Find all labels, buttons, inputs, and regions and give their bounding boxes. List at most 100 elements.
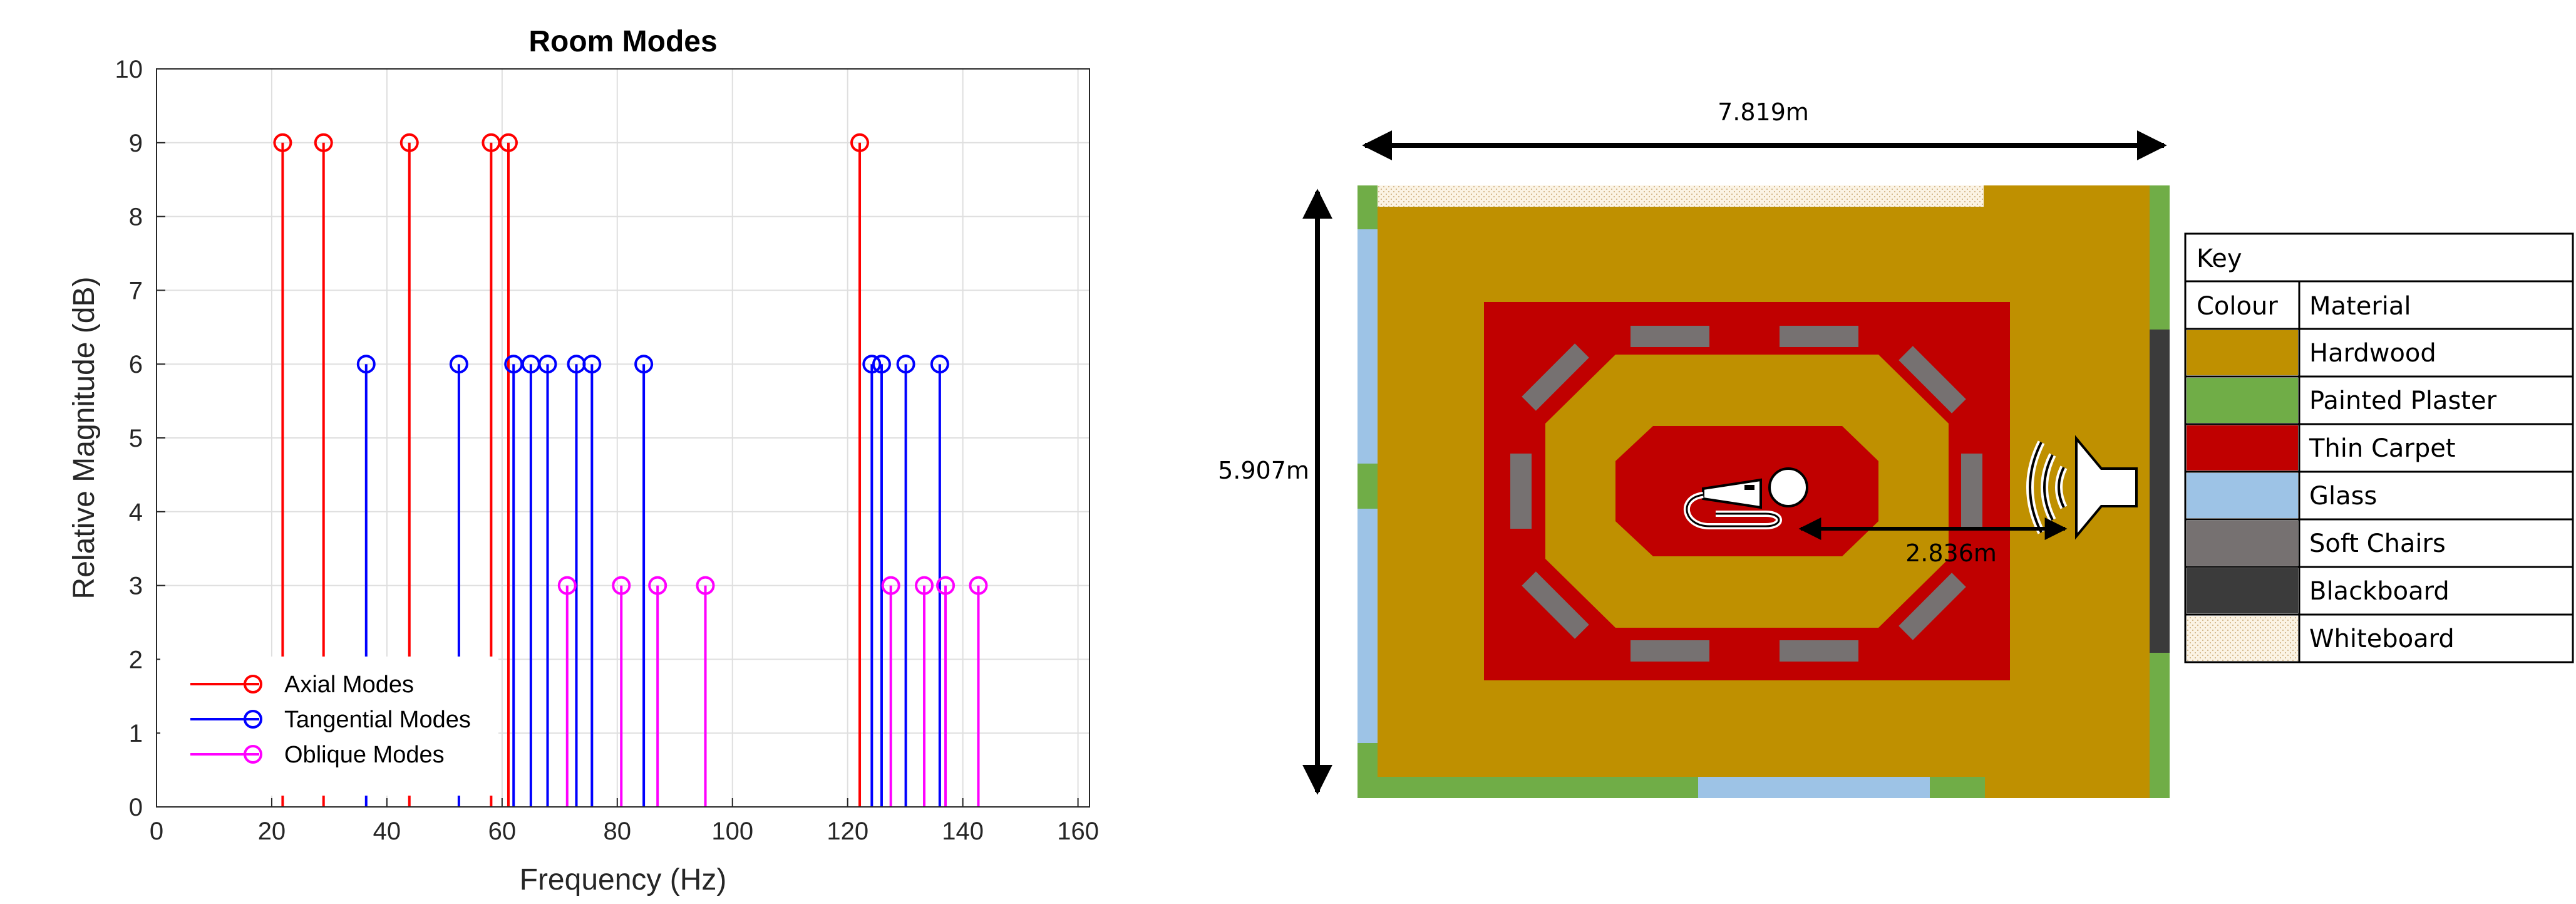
stem-marker [399,133,419,152]
stem-marker [696,576,715,595]
key-material-cell [2298,566,2574,616]
key-header-colour: Colour [2197,292,2278,321]
chair-bottom-left [1631,640,1709,662]
bottom-wall-plaster-right [1930,777,1985,798]
y-tick-label: 3 [129,573,143,600]
key-material-cell [2298,328,2574,378]
stem-marker [612,576,631,595]
chair-diag-br [1899,573,1966,640]
stem-marker [896,355,915,374]
key-material-cell [2298,613,2574,663]
key-swatch [2187,330,2298,375]
series-3 [557,576,988,807]
y-ticks: 0 1 2 3 4 5 6 7 8 9 10 [115,56,165,821]
key-material-label: Painted Plaster [2309,387,2497,415]
left-wall-plaster-mid [1358,464,1378,509]
key-swatch [2187,616,2298,661]
key-swatch [2187,425,2298,470]
bottom-wall-plaster-left [1358,777,1698,798]
x-tick-label: 160 [1057,818,1099,845]
x-tick-label: 60 [488,818,517,845]
key-header-material-cell [2298,280,2574,330]
left-wall-glass-top [1358,229,1378,464]
x-tick-label: 20 [258,818,286,845]
legend-marker [244,745,262,764]
stem-marker [538,355,557,374]
x-tick-label: 0 [150,818,163,845]
key-title-cell [2184,232,2574,283]
stem-marker [969,576,988,595]
key-material-cell [2298,518,2574,568]
key-material-label: Soft Chairs [2309,529,2446,558]
stem-marker [356,355,376,374]
chair-top-left [1631,326,1709,347]
key-material-label: Hardwood [2309,339,2436,368]
y-tick-label: 5 [129,425,143,452]
stem-marker [557,576,577,595]
chair-diag-bl [1522,571,1589,639]
key-header-colour-cell [2184,280,2300,330]
blackboard [2150,330,2170,653]
key-material-cell [2298,423,2574,473]
distance-label: 2.836m [1905,539,1997,567]
key-material-cell [2298,375,2574,425]
x-tick-label: 120 [827,818,868,845]
legend-entry: Tangential Modes [284,707,471,733]
y-tick-label: 2 [129,646,143,673]
key-material-label: Blackboard [2309,577,2450,606]
key-material-label: Thin Carpet [2309,434,2456,463]
y-tick-label: 10 [115,56,143,83]
y-tick-label: 4 [129,499,143,526]
chair-diag-tr [1899,346,1966,413]
y-tick-label: 0 [129,794,143,821]
legend-marker [244,710,262,729]
key-swatch [2187,473,2298,518]
chart-title: Room Modes [528,25,717,58]
microphone-icon [1683,467,1808,529]
bottom-wall-glass [1698,777,1930,798]
key-material-label: Whiteboard [2309,625,2455,653]
x-tick-label: 80 [604,818,632,845]
chair-right [1961,454,1982,529]
y-tick-label: 8 [129,204,143,231]
room-modes-chart: 0 20 40 60 80 100 120 140 160 0 1 2 3 4 5 6 7 8 9 10 Room … [68,25,1099,896]
right-wall-plaster-top [2150,185,2170,330]
left-wall-glass-bottom [1358,509,1378,743]
stem-marker [582,355,602,374]
key-table: Key Colour Material Hardwood Painted Plas… [2184,232,2574,663]
whiteboard [1378,185,1984,207]
key-rows: Hardwood Painted Plaster Thin Carpet Glass S… [2184,328,2574,663]
stem-marker [862,355,882,374]
x-tick-label: 140 [942,818,984,845]
stem-marker [634,355,654,374]
series-2 [356,355,949,807]
key-material-label: Glass [2309,482,2377,511]
chair-bottom-right [1780,640,1858,662]
stem-marker [915,576,934,595]
height-label: 5.907m [1218,457,1309,484]
key-swatch [2187,521,2298,566]
legend-marker [244,675,262,694]
key-material-cell [2298,470,2574,521]
right-wall-plaster-bottom [2150,653,2170,798]
stem-marker [881,576,900,595]
x-tick-label: 100 [711,818,753,845]
chair-diag-tl [1522,343,1589,411]
width-label: 7.819m [1718,98,1809,126]
stem-marker [498,133,518,152]
y-axis-label: Relative Magnitude (dB) [68,277,101,600]
key-swatch [2187,378,2298,423]
y-tick-label: 9 [129,130,143,157]
x-axis-label: Frequency (Hz) [520,863,727,896]
legend-entry: Oblique Modes [284,742,445,768]
key-title: Key [2197,244,2242,273]
stem-marker [850,133,870,152]
stem-marker [936,576,956,595]
key-swatch [2187,568,2298,613]
stem-marker [930,355,949,374]
chair-left [1510,454,1532,529]
stem-marker [273,133,292,152]
stem-marker [648,576,667,595]
stem-marker [314,133,333,152]
